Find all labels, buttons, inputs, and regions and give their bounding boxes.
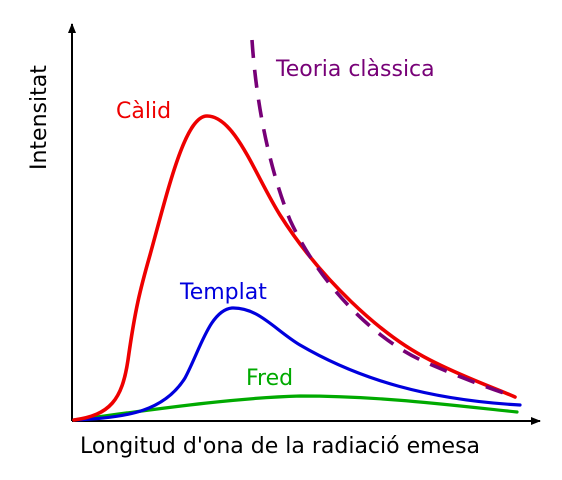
y-axis-label: Intensitat — [27, 65, 52, 170]
series-line-fred — [72, 394, 519, 422]
x-axis-label: Longitud d'ona de la radiació emesa — [80, 434, 480, 459]
series-label-fred: Fred — [246, 366, 293, 391]
series-label-calid: Càlid — [116, 99, 171, 124]
series-line-templat — [72, 306, 522, 422]
series-label-templat: Templat — [179, 280, 267, 305]
series-label-teoria-classica: Teoria clàssica — [275, 57, 435, 82]
series-line-calid — [72, 114, 517, 422]
series-line-teoria-classica — [250, 39, 511, 397]
